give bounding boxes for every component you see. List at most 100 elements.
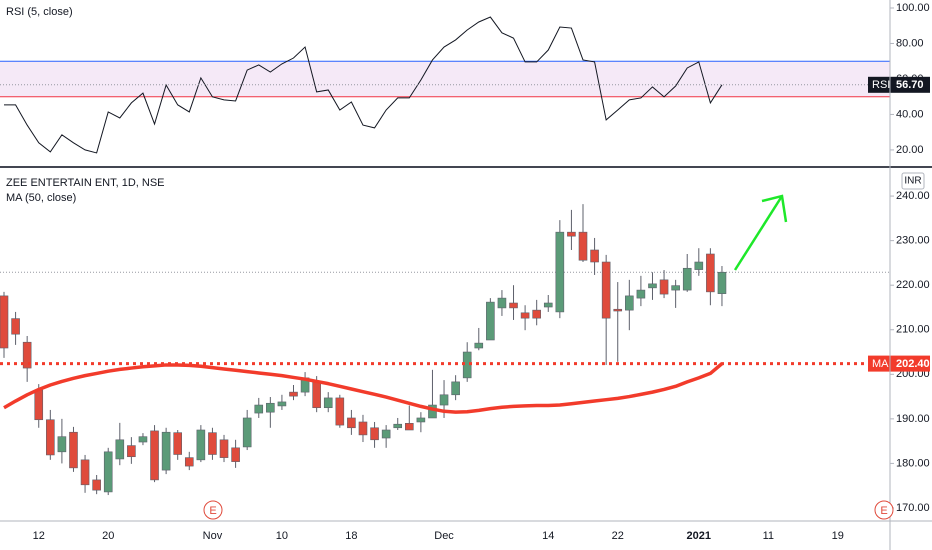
x-tick-label: 2021 xyxy=(687,530,711,542)
annotation-arrow xyxy=(733,194,788,271)
candle-body xyxy=(254,404,264,414)
candle-body xyxy=(69,431,78,469)
candle-body xyxy=(103,451,113,493)
last-value-name: RSI xyxy=(872,79,890,91)
x-tick-label: 20 xyxy=(102,530,114,542)
candle-body xyxy=(648,283,657,289)
candle-body xyxy=(578,231,588,261)
candle-body xyxy=(92,479,101,491)
candle-body xyxy=(555,231,565,313)
candle-body xyxy=(323,397,333,409)
candle-body xyxy=(381,429,391,439)
band-fill xyxy=(0,61,890,97)
candle-body xyxy=(474,342,484,349)
y-tick-label: 210.00 xyxy=(896,324,930,336)
candle-body xyxy=(613,308,623,312)
candle-body xyxy=(497,297,507,309)
candle-body xyxy=(590,249,599,263)
price-pane: 170.00180.00190.00200.00210.00220.00230.… xyxy=(0,190,930,514)
candle-body xyxy=(717,271,727,294)
x-tick-label: 14 xyxy=(542,530,554,542)
candle-body xyxy=(242,417,252,448)
candle-body xyxy=(439,394,449,406)
last-value-box xyxy=(868,76,930,93)
candle-body xyxy=(80,459,90,486)
candle-body xyxy=(173,432,182,455)
x-tick-label: 18 xyxy=(345,530,357,542)
candle-body xyxy=(161,431,171,471)
candle-body xyxy=(671,285,680,291)
candle-body xyxy=(138,436,148,443)
candle-body xyxy=(57,436,67,453)
y-tick-label: 180.00 xyxy=(896,457,930,469)
currency-box xyxy=(901,172,925,190)
ma-title: MA (50, close) xyxy=(6,192,76,204)
x-tick-label: 19 xyxy=(832,530,844,542)
candle-body xyxy=(22,341,32,369)
candle-body xyxy=(277,401,287,407)
candle-body xyxy=(694,261,704,270)
candle-body xyxy=(451,381,460,396)
ma-line xyxy=(3,362,724,414)
ma-last-name: MA xyxy=(872,358,889,370)
candle-body xyxy=(601,261,611,319)
y-tick-label: 240.00 xyxy=(896,190,930,202)
candle-body xyxy=(416,417,426,423)
x-tick-label: Dec xyxy=(434,530,454,542)
currency: INR xyxy=(904,176,921,187)
x-tick-label: Nov xyxy=(203,530,223,542)
candle-body xyxy=(196,429,206,461)
candle-body xyxy=(532,309,541,319)
y-tick-label: 20.00 xyxy=(896,144,924,156)
ma-last-label: 202.40 xyxy=(896,358,930,370)
candle-body xyxy=(625,295,634,311)
candle-body xyxy=(567,231,576,237)
candle-body xyxy=(358,421,368,436)
candle-body xyxy=(208,432,217,455)
x-tick-label: 11 xyxy=(763,530,774,542)
y-tick-label: 220.00 xyxy=(896,279,930,291)
y-tick-label: 230.00 xyxy=(896,235,930,247)
candle-body xyxy=(184,457,194,467)
x-tick-label: 10 xyxy=(276,530,288,542)
event-label[interactable]: E xyxy=(880,505,887,517)
event-marker[interactable] xyxy=(874,500,894,520)
candle-body xyxy=(46,419,55,456)
y-tick-label: 80.00 xyxy=(896,37,924,49)
candle-body xyxy=(486,301,495,341)
y-tick-label: 170.00 xyxy=(896,502,930,514)
candle-body xyxy=(34,389,44,421)
ma-last-box xyxy=(868,355,930,372)
candle-body xyxy=(659,279,669,295)
candle-body xyxy=(404,423,414,431)
candle-body xyxy=(289,391,298,397)
candle-body xyxy=(347,417,356,429)
candle-body xyxy=(127,445,136,458)
candle-body xyxy=(0,295,9,349)
rsi-title: RSI (5, close) xyxy=(6,6,73,18)
candle-body xyxy=(543,302,553,308)
candle-body xyxy=(115,439,125,460)
candle-body xyxy=(520,312,530,319)
y-tick-label: 40.00 xyxy=(896,108,924,120)
x-tick-label: 22 xyxy=(612,530,624,542)
x-tick-label: 12 xyxy=(33,530,45,542)
candle-body xyxy=(393,423,403,429)
candle-body xyxy=(11,318,20,335)
candle-body xyxy=(266,402,275,413)
candle-body xyxy=(370,427,379,441)
candle-body xyxy=(682,267,692,291)
rsi-line xyxy=(4,16,723,154)
price-title: ZEE ENTERTAIN ENT, 1D, NSE xyxy=(6,177,165,189)
candle-body xyxy=(231,447,240,462)
y-tick-label: 100.00 xyxy=(896,2,930,14)
candle-body xyxy=(150,430,159,481)
event-label[interactable]: E xyxy=(209,505,216,517)
last-value-label: 56.70 xyxy=(896,79,924,91)
candle-body xyxy=(636,289,646,299)
candle-body xyxy=(219,439,229,458)
candle-body xyxy=(509,302,518,309)
event-marker[interactable] xyxy=(203,500,223,520)
